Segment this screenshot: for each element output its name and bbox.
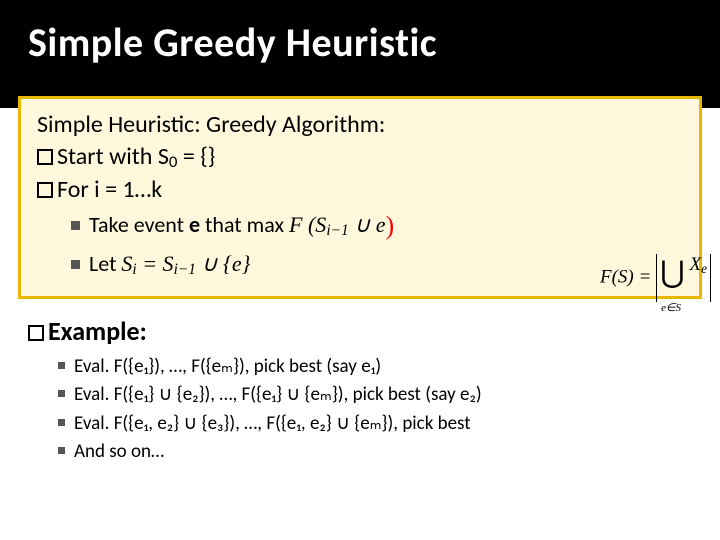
text-bold: e xyxy=(189,211,200,238)
example-item: Eval. F({e₁, e₂} ∪ {e₃}), …, F({e₁, e₂} … xyxy=(58,410,720,439)
text: And so on… xyxy=(74,440,164,463)
text: = {} xyxy=(177,142,215,171)
box-line-1: Simple Heuristic: Greedy Algorithm: xyxy=(37,109,683,141)
text: Eval. F({e₁} ∪ {e₂}), …, F({e₁} ∪ {eₘ}),… xyxy=(74,383,482,406)
text: Xe xyxy=(689,254,707,275)
checkbox-icon xyxy=(37,182,53,198)
subscript: i−1 xyxy=(174,261,196,278)
text: X xyxy=(689,254,701,275)
math: Si = Si−1 ∪ {e} xyxy=(121,251,250,276)
text: Example: xyxy=(48,315,147,347)
bullet-icon xyxy=(58,390,65,397)
text: Eval. F({e₁}), …, F({eₘ}), pick best (sa… xyxy=(74,355,381,378)
example-item: Eval. F({e₁} ∪ {e₂}), …, F({e₁} ∪ {eₘ}),… xyxy=(58,381,720,410)
box-line-3: For i = 1…k xyxy=(37,174,683,206)
page-title: Simple Greedy Heuristic xyxy=(28,18,692,67)
text: Start with S xyxy=(57,142,169,171)
text: Let xyxy=(89,250,121,277)
union-sub: e∈S xyxy=(661,301,681,314)
text: Eval. F({e₁, e₂} ∪ {e₃}), …, F({e₁, e₂} … xyxy=(74,412,471,435)
text: F (S xyxy=(289,212,326,237)
example-item: And so on… xyxy=(58,438,720,467)
union-icon: ⋃ xyxy=(660,255,685,290)
text: that max xyxy=(200,211,289,238)
bullet-icon xyxy=(58,362,65,369)
subscript: i−1 xyxy=(326,222,348,239)
text: = S xyxy=(137,251,174,276)
math: F (Si−1 ∪ e xyxy=(289,212,386,237)
subscript: e xyxy=(701,261,707,276)
text: ∪ {e} xyxy=(196,251,250,276)
checkbox-icon xyxy=(28,325,44,341)
bullet-icon xyxy=(71,260,80,269)
box-line-2: Start with S0 = {} xyxy=(37,141,683,174)
text: S xyxy=(121,251,132,276)
abs-bars-icon: ⋃ e∈S Xe xyxy=(656,254,711,302)
sub-item-1: Take event e that max F (Si−1 ∪ e) xyxy=(71,206,683,246)
text: For i = 1…k xyxy=(57,175,162,204)
example-heading: Example: xyxy=(28,315,720,347)
bullet-icon xyxy=(58,419,65,426)
sub-item-2: Let Si = Si−1 ∪ {e} xyxy=(71,247,683,282)
text: F(S) = xyxy=(600,266,656,287)
bullet-icon xyxy=(71,221,80,230)
bullet-icon xyxy=(58,447,65,454)
title-bar: Simple Greedy Heuristic xyxy=(0,0,720,108)
checkbox-icon xyxy=(37,149,53,165)
paren-icon: ) xyxy=(386,211,395,240)
text: ∪ e xyxy=(349,212,386,237)
text: Take event xyxy=(89,211,189,238)
formula-fs: F(S) = ⋃ e∈S Xe xyxy=(600,254,718,302)
example-item: Eval. F({e₁}), …, F({eₘ}), pick best (sa… xyxy=(58,353,720,382)
